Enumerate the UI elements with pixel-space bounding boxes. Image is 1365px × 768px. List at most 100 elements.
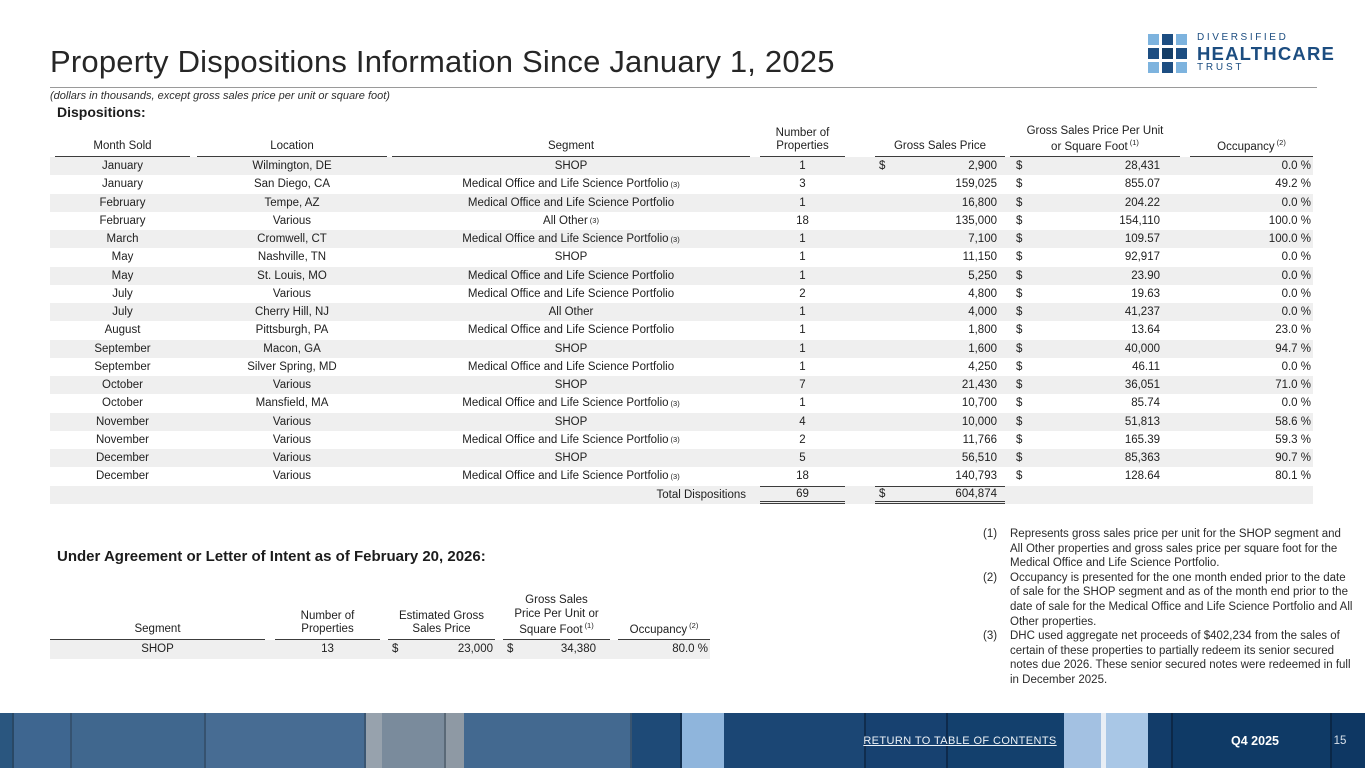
cell-segment: SHOP — [141, 643, 174, 656]
cell-price-per-unit: $154,110 — [1016, 214, 1160, 227]
cell-occupancy: 71.0 % — [1275, 379, 1311, 392]
total-label: Total Dispositions — [656, 488, 746, 501]
cell-gross-sales-price: 1,800 — [968, 324, 997, 337]
cell-location: Various — [272, 214, 312, 227]
cell-price-per-unit: $41,237 — [1016, 306, 1160, 319]
cell-segment: Medical Office and Life Science Portfoli… — [467, 269, 675, 282]
footnote: (3) DHC used aggregate net proceeds of $4… — [983, 629, 1355, 687]
footer-quarter-label: Q4 2025 — [1231, 733, 1279, 748]
cell-location: Pittsburgh, PA — [255, 324, 329, 337]
return-to-toc-link[interactable]: RETURN TO TABLE OF CONTENTS — [863, 734, 1057, 747]
disposition-row: March Cromwell, CT Medical Office and Life… — [50, 230, 1313, 249]
dispositions-table-header: Month Sold Location Segment Number of Pr… — [50, 122, 1313, 157]
disposition-row: November Various Medical Office and Life S… — [50, 431, 1313, 449]
cell-month-sold: November — [95, 433, 150, 446]
cell-number-of-properties: 1 — [799, 342, 806, 355]
cell-number-of-properties: 18 — [796, 214, 809, 227]
cell-month-sold: May — [111, 269, 134, 282]
footnote: (1) Represents gross sales price per unit… — [983, 527, 1355, 571]
footnotes: (1) Represents gross sales price per unit… — [983, 527, 1355, 688]
cell-occupancy: 0.0 % — [1281, 360, 1311, 373]
under-agreement-row: SHOP 13 $23,000 $34,380 80.0 % — [50, 640, 710, 659]
window-panel — [1106, 713, 1148, 768]
cell-occupancy: 23.0 % — [1275, 324, 1311, 337]
disposition-row: July Cherry Hill, NJ All Other 1 4,000 $41,23… — [50, 303, 1313, 322]
cell-price-per-unit: $13.64 — [1016, 324, 1160, 337]
cell-gross-sales-price: 16,800 — [961, 196, 997, 209]
cell-gross-sales-price: 21,430 — [961, 379, 997, 392]
cell-location: Tempe, AZ — [264, 196, 320, 209]
cell-gross-sales-price: 56,510 — [961, 452, 997, 465]
company-logo: DIVERSIFIED HEALTHCARE TRUST — [1148, 32, 1336, 73]
cell-occupancy: 100.0 % — [1268, 214, 1311, 227]
cell-price-per-unit: $23.90 — [1016, 269, 1160, 282]
cell-occupancy: 0.0 % — [1281, 306, 1311, 319]
page-title: Property Dispositions Information Since … — [50, 44, 835, 79]
cell-segment: SHOP — [554, 160, 588, 173]
cell-number-of-properties: 2 — [799, 287, 806, 300]
cell-price-per-unit: $40,000 — [1016, 342, 1160, 355]
cell-segment: Medical Office and Life Science Portfoli… — [462, 233, 680, 246]
cell-segment: SHOP — [554, 415, 588, 428]
disposition-row: December Various SHOP 5 56,510 $85,363 90.7 % — [50, 449, 1313, 468]
cell-segment: SHOP — [554, 452, 588, 465]
col-header-price-per-unit-2: Gross Sales Price Per Unit or Square Foo… — [503, 594, 610, 640]
cell-occupancy: 0.0 % — [1281, 287, 1311, 300]
cell-price-per-unit: $34,380 — [507, 643, 596, 656]
cell-price-per-unit: $204.22 — [1016, 196, 1160, 209]
disposition-row: January Wilmington, DE SHOP 1 $2,900 $28,431 0… — [50, 157, 1313, 176]
disposition-row: May Nashville, TN SHOP 1 11,150 $92,917 0.0 % — [50, 248, 1313, 266]
footnote-number: (1) — [983, 528, 998, 540]
cell-occupancy: 100.0 % — [1268, 233, 1311, 246]
cell-number-of-properties: 3 — [799, 178, 806, 191]
cell-gross-sales-price: 159,025 — [955, 178, 997, 191]
cell-month-sold: October — [102, 379, 143, 392]
cell-month-sold: February — [99, 214, 146, 227]
cell-number-of-properties: 1 — [799, 160, 806, 173]
under-agreement-heading: Under Agreement or Letter of Intent as o… — [57, 548, 486, 565]
cell-price-per-unit: $36,051 — [1016, 379, 1160, 392]
cell-number-of-properties: 1 — [799, 360, 806, 373]
footnote-text: DHC used aggregate net proceeds of $402,… — [1010, 630, 1351, 686]
col-header-month-sold: Month Sold — [55, 140, 190, 157]
cell-occupancy: 49.2 % — [1275, 178, 1311, 191]
footer-page-number: 15 — [1333, 734, 1347, 747]
cell-gross-sales-price: 4,000 — [968, 306, 997, 319]
cell-segment: All Other — [548, 306, 594, 319]
cell-number-of-properties: 1 — [799, 269, 806, 282]
dispositions-table-body: January Wilmington, DE SHOP 1 $2,900 $28,431 0… — [50, 157, 1313, 504]
cell-location: Nashville, TN — [257, 251, 327, 264]
window-panel — [1148, 713, 1173, 768]
col-header-occupancy: Occupancy (2) — [1190, 138, 1313, 157]
cell-price-per-unit: $165.39 — [1016, 433, 1160, 446]
cell-price-per-unit: $85,363 — [1016, 452, 1160, 465]
cell-gross-sales-price: 10,000 — [961, 415, 997, 428]
window-panel — [72, 713, 206, 768]
window-panel — [382, 713, 446, 768]
cell-month-sold: January — [102, 160, 143, 173]
cell-segment: Medical Office and Life Science Portfoli… — [467, 324, 675, 337]
cell-month-sold: July — [112, 306, 133, 319]
footnote-number: (3) — [983, 630, 998, 643]
window-panel — [206, 713, 366, 768]
cell-gross-sales-price: 5,250 — [968, 269, 997, 282]
cell-location: Various — [272, 433, 312, 446]
footer-photo-strip — [0, 713, 1365, 768]
logo-line2: HEALTHCARE — [1197, 42, 1336, 64]
cell-month-sold: December — [95, 452, 150, 465]
cell-number-of-properties: 1 — [799, 306, 806, 319]
cell-price-per-unit: $28,431 — [1016, 160, 1160, 173]
cell-number-of-properties: 7 — [799, 379, 806, 392]
col-header-number-of-properties-2: Number of Properties — [275, 610, 380, 640]
cell-month-sold: July — [112, 287, 133, 300]
cell-location: St. Louis, MO — [257, 269, 327, 282]
cell-gross-sales-price: $2,900 — [879, 160, 997, 173]
disposition-row: February Tempe, AZ Medical Office and Life… — [50, 193, 1313, 212]
cell-location: Cromwell, CT — [257, 233, 327, 246]
cell-price-per-unit: $855.07 — [1016, 178, 1160, 191]
cell-location: Various — [272, 415, 312, 428]
cell-location: Various — [272, 470, 312, 483]
cell-occupancy: 94.7 % — [1275, 342, 1311, 355]
cell-month-sold: September — [94, 360, 151, 373]
